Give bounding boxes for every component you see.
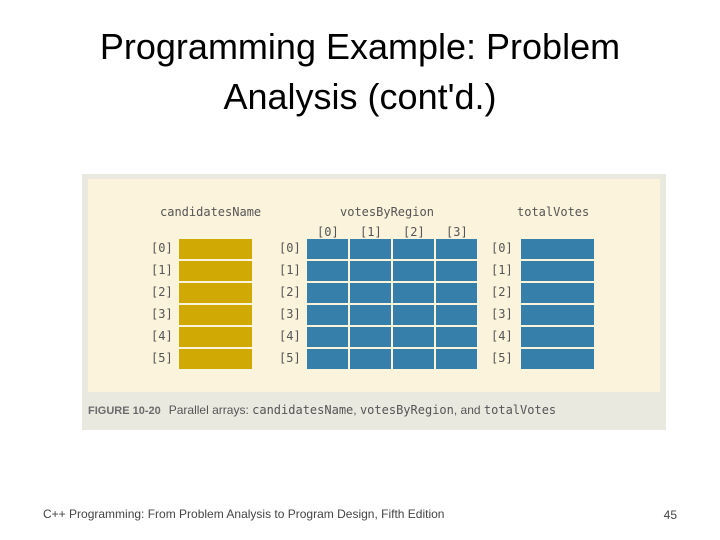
caption-name-1: candidatesName	[252, 403, 354, 417]
votes-by-region-cell	[350, 283, 391, 303]
votes-by-region-cell	[436, 239, 477, 259]
votes-by-region-cell	[350, 349, 391, 369]
total-votes-label: totalVotes	[517, 205, 590, 219]
column-index: [3]	[446, 225, 468, 239]
votes-by-region-cell	[350, 327, 391, 347]
column-index: [0]	[317, 225, 339, 239]
candidates-name-cell	[179, 327, 252, 347]
votes-by-region-cell	[307, 239, 348, 259]
caption-sep-1: ,	[353, 403, 360, 417]
votes-row-index: [5]	[279, 351, 301, 365]
figure-caption: FIGURE 10-20 Parallel arrays: candidatesN…	[88, 403, 556, 417]
candidates-name-array	[179, 239, 252, 369]
votes-by-region-cell	[307, 349, 348, 369]
votes-by-region-cell	[436, 327, 477, 347]
candidates-row-index: [4]	[151, 329, 173, 343]
votes-by-region-cell	[350, 305, 391, 325]
total-row-index: [3]	[491, 307, 513, 321]
figure-number: FIGURE 10-20	[88, 405, 161, 417]
candidates-row-index: [5]	[151, 351, 173, 365]
total-row-index: [4]	[491, 329, 513, 343]
candidates-row-index: [2]	[151, 285, 173, 299]
candidates-row-index: [0]	[151, 241, 173, 255]
total-votes-cell	[521, 349, 594, 369]
votes-by-region-cell	[393, 327, 434, 347]
votes-by-region-label: votesByRegion	[340, 205, 434, 219]
total-votes-array	[521, 239, 594, 369]
votes-by-region-cell	[393, 261, 434, 281]
votes-by-region-cell	[307, 261, 348, 281]
total-votes-cell	[521, 261, 594, 281]
candidates-name-cell	[179, 349, 252, 369]
votes-by-region-cell	[307, 327, 348, 347]
caption-sep-2: , and	[453, 403, 484, 417]
votes-by-region-cell	[393, 283, 434, 303]
votes-row-index: [1]	[279, 263, 301, 277]
votes-row-index: [2]	[279, 285, 301, 299]
votes-by-region-cell	[307, 283, 348, 303]
votes-by-region-cell	[393, 349, 434, 369]
votes-by-region-cell	[393, 305, 434, 325]
votes-row-index: [3]	[279, 307, 301, 321]
votes-by-region-cell	[436, 283, 477, 303]
page-number: 45	[663, 508, 677, 522]
candidates-row-index: [3]	[151, 307, 173, 321]
candidates-name-cell	[179, 239, 252, 259]
total-votes-cell	[521, 305, 594, 325]
candidates-row-index: [1]	[151, 263, 173, 277]
votes-by-region-cell	[393, 239, 434, 259]
votes-by-region-cell	[307, 305, 348, 325]
parallel-arrays-figure: candidatesName votesByRegion totalVotes …	[82, 174, 666, 430]
votes-by-region-cell	[436, 261, 477, 281]
caption-lead: Parallel arrays:	[168, 403, 253, 417]
votes-row-index: [0]	[279, 241, 301, 255]
votes-by-region-cell	[350, 239, 391, 259]
total-row-index: [2]	[491, 285, 513, 299]
slide-title-line-1: Programming Example: Problem	[99, 26, 621, 67]
candidates-name-label: candidatesName	[160, 205, 262, 219]
total-votes-cell	[521, 327, 594, 347]
caption-name-2: votesByRegion	[359, 403, 454, 417]
total-votes-cell	[521, 239, 594, 259]
total-row-index: [0]	[491, 241, 513, 255]
candidates-name-cell	[179, 261, 252, 281]
footer-text: C++ Programming: From Problem Analysis t…	[43, 507, 445, 521]
votes-by-region-cell	[436, 349, 477, 369]
total-row-index: [1]	[491, 263, 513, 277]
total-votes-cell	[521, 283, 594, 303]
votes-by-region-cell	[350, 261, 391, 281]
candidates-name-cell	[179, 305, 252, 325]
votes-by-region-cell	[436, 305, 477, 325]
column-index: [2]	[403, 225, 425, 239]
total-row-index: [5]	[491, 351, 513, 365]
slide-title: Programming Example: Problem Analysis (c…	[40, 22, 680, 122]
candidates-name-cell	[179, 283, 252, 303]
figure-illustration: candidatesName votesByRegion totalVotes …	[88, 179, 660, 392]
caption-name-3: totalVotes	[483, 403, 557, 417]
slide-title-line-2: Analysis (cont'd.)	[223, 76, 497, 117]
votes-by-region-array	[307, 239, 477, 369]
votes-row-index: [4]	[279, 329, 301, 343]
column-index: [1]	[360, 225, 382, 239]
